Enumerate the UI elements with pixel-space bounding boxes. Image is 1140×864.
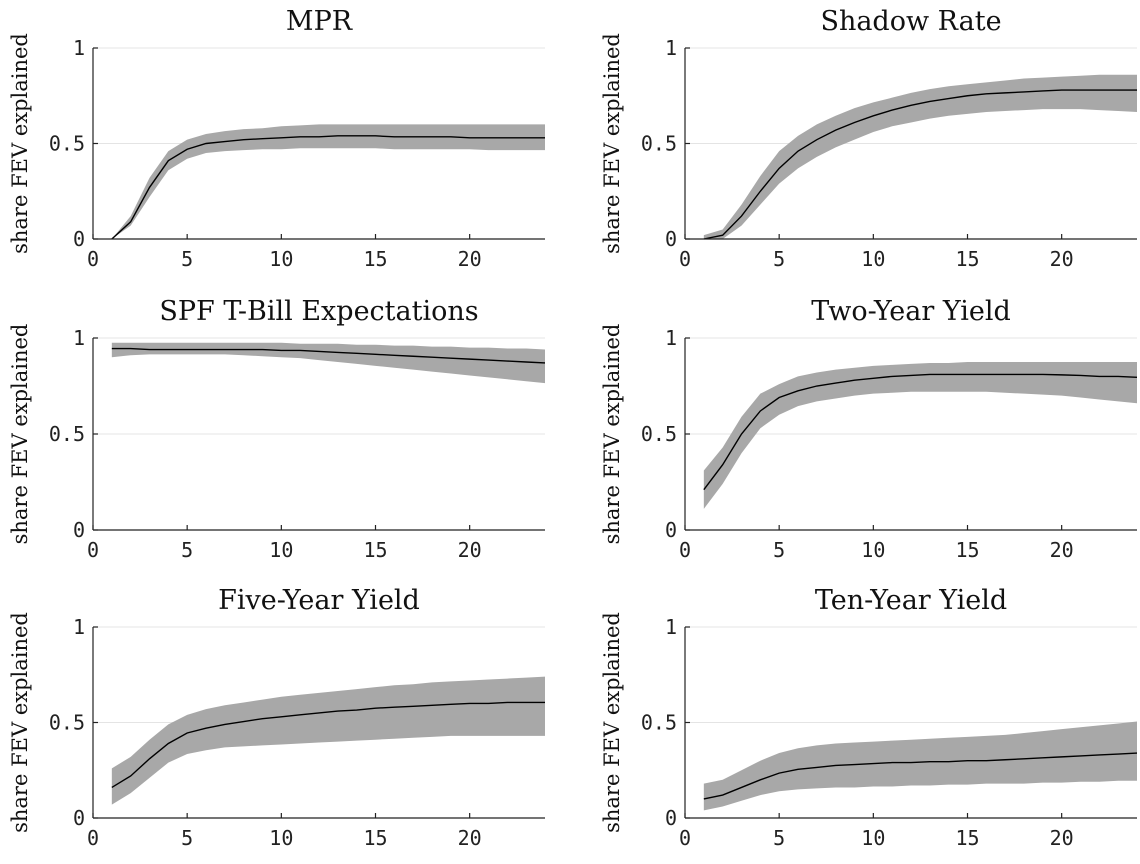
confidence-band: [703, 362, 1137, 509]
median-line: [703, 373, 1138, 491]
y-tick-label-1: 0.5: [641, 711, 677, 735]
x-tick-label-2: 10: [269, 826, 293, 850]
y-axis-label: share FEV explained: [8, 612, 32, 833]
x-tick-label-3: 15: [955, 538, 979, 562]
y-tick-label-1: 0.5: [641, 132, 677, 156]
x-tick-label-1: 5: [181, 538, 193, 562]
x-tick-label-4: 20: [1050, 247, 1074, 271]
chart-title: Shadow Rate: [820, 6, 1001, 37]
x-tick-label-2: 10: [269, 538, 293, 562]
confidence-band: [111, 342, 545, 384]
x-tick-label-3: 15: [363, 247, 387, 271]
x-tick-label-4: 20: [458, 538, 482, 562]
median-line: [111, 701, 545, 789]
y-tick-label-1: 0.5: [641, 422, 677, 446]
y-tick-label-0: 0: [665, 518, 677, 542]
y-tick-label-1: 0.5: [49, 711, 85, 735]
y-axis-label: share FEV explained: [8, 33, 32, 254]
y-axis-label: share FEV explained: [600, 612, 624, 833]
chart-title: SPF T-Bill Expectations: [159, 296, 478, 327]
y-tick-label-2: 1: [73, 326, 85, 350]
x-tick-label-0: 0: [679, 247, 691, 271]
x-tick-label-0: 0: [87, 538, 99, 562]
median-line: [111, 347, 546, 364]
y-tick-label-0: 0: [73, 806, 85, 830]
x-tick-label-4: 20: [1050, 538, 1074, 562]
y-tick-label-0: 0: [73, 227, 85, 251]
x-tick-label-1: 5: [181, 247, 193, 271]
y-tick-label-2: 1: [73, 615, 85, 639]
median-line: [111, 135, 545, 240]
y-tick-label-2: 1: [665, 615, 677, 639]
y-axis-label: share FEV explained: [600, 33, 624, 254]
chart-title: MPR: [286, 6, 353, 37]
median-line: [703, 752, 1138, 800]
y-tick-label-2: 1: [73, 36, 85, 60]
x-tick-label-3: 15: [955, 826, 979, 850]
x-tick-label-3: 15: [955, 247, 979, 271]
y-tick-label-2: 1: [665, 326, 677, 350]
y-tick-label-1: 0.5: [49, 132, 85, 156]
y-axis-label: share FEV explained: [600, 324, 624, 545]
x-tick-label-0: 0: [679, 826, 691, 850]
x-tick-label-3: 15: [363, 538, 387, 562]
x-tick-label-4: 20: [458, 826, 482, 850]
x-tick-label-2: 10: [861, 826, 885, 850]
x-tick-label-0: 0: [679, 538, 691, 562]
x-tick-label-1: 5: [773, 247, 785, 271]
y-tick-label-1: 0.5: [49, 422, 85, 446]
x-tick-label-1: 5: [773, 538, 785, 562]
x-tick-label-2: 10: [861, 538, 885, 562]
x-tick-label-1: 5: [181, 826, 193, 850]
y-tick-label-2: 1: [665, 36, 677, 60]
y-tick-label-0: 0: [665, 806, 677, 830]
chart-title: Two-Year Yield: [811, 296, 1011, 327]
confidence-band: [703, 74, 1137, 240]
x-tick-label-1: 5: [773, 826, 785, 850]
x-tick-label-0: 0: [87, 826, 99, 850]
x-tick-label-2: 10: [861, 247, 885, 271]
confidence-band: [111, 676, 545, 805]
median-line: [703, 89, 1137, 240]
x-tick-label-3: 15: [363, 826, 387, 850]
x-tick-label-2: 10: [269, 247, 293, 271]
y-axis-label: share FEV explained: [8, 324, 32, 545]
x-tick-label-4: 20: [1050, 826, 1074, 850]
x-tick-label-4: 20: [458, 247, 482, 271]
confidence-band: [111, 124, 545, 239]
confidence-band: [703, 721, 1137, 811]
chart-title: Ten-Year Yield: [815, 585, 1007, 616]
x-tick-label-0: 0: [87, 247, 99, 271]
y-tick-label-0: 0: [73, 518, 85, 542]
y-tick-label-0: 0: [665, 227, 677, 251]
chart-title: Five-Year Yield: [218, 585, 420, 616]
